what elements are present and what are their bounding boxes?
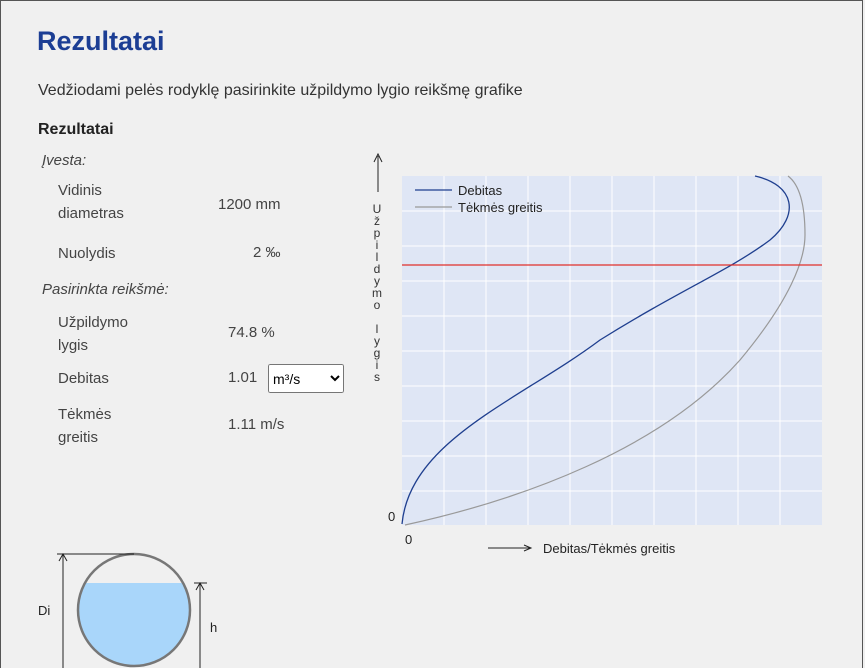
flow-curve (401, 175, 790, 525)
y-origin: 0 (388, 509, 395, 524)
label: Tėkmės greitis (58, 406, 112, 446)
dimension-arrows (58, 552, 205, 591)
y-arrow-head (373, 152, 383, 163)
input-title: Įvesta: (42, 152, 87, 169)
value: 1200 mm (218, 196, 281, 213)
x-arrow-head (523, 544, 533, 552)
dimensions (57, 553, 207, 668)
x-axis-label: Debitas/Tėkmės greitis (543, 541, 676, 556)
selected-title: Pasirinkta reikšmė: (42, 281, 169, 298)
height-label: h (210, 620, 217, 635)
grid (402, 176, 822, 525)
value: 2 ‰ (253, 244, 281, 261)
section-title: Rezultatai (38, 121, 114, 138)
instruction: Vedžiodami pelės rodyklę pasirinkite užp… (38, 82, 523, 99)
value: 74.8 % (228, 324, 275, 341)
unit-select[interactable]: m³/s (268, 364, 344, 393)
title: Rezultatai (37, 26, 165, 56)
x-origin: 0 (405, 532, 412, 547)
velocity-curve (404, 175, 806, 526)
label: Vidinis diametras (58, 182, 124, 222)
label: Užpildymo lygis (58, 314, 129, 354)
value: 1.11 m/s (228, 416, 285, 433)
y-axis-label: Užpildymo lygis (370, 202, 384, 382)
legend-label: Debitas (458, 183, 503, 198)
legend-label: Tėkmės greitis (458, 200, 543, 215)
value: 1.01 (228, 369, 258, 386)
diameter-label: Di (38, 603, 50, 618)
label: Debitas (58, 370, 109, 387)
label: Nuolydis (58, 245, 116, 262)
water (78, 583, 190, 666)
